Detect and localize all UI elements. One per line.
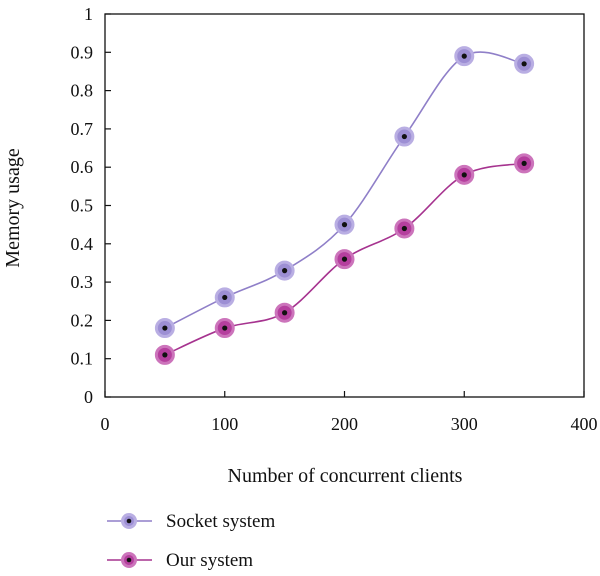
data-point-center-socket-system (222, 294, 228, 301)
data-point-center-our-system (282, 310, 288, 316)
x-tick-label: 400 (571, 414, 598, 434)
y-tick-label: 1 (84, 4, 93, 24)
data-point-center-socket-system (341, 222, 348, 228)
data-point-center-our-system (461, 172, 467, 178)
y-tick-label: 0.5 (71, 196, 94, 216)
y-tick-label: 0.4 (71, 234, 94, 254)
x-tick-label: 200 (331, 414, 358, 434)
legend-item-socket-system: Socket system (107, 511, 275, 532)
legend-item-our-system: Our system (107, 550, 253, 571)
y-axis-title: Memory usage (2, 148, 24, 268)
series-line-socket-system (164, 51, 525, 329)
x-tick-label: 300 (451, 414, 478, 434)
y-tick-label: 0 (84, 387, 93, 407)
y-tick-label: 0.2 (71, 310, 94, 330)
series-our-system (154, 153, 535, 365)
x-tick-label: 100 (211, 414, 238, 434)
y-tick-label: 0.3 (71, 272, 94, 292)
x-axis-ticks: 0 100 200 300 400 (101, 391, 598, 434)
legend-label-socket-system: Socket system (166, 511, 275, 532)
legend-marker-dot-socket-system (126, 518, 132, 524)
data-point-center-socket-system (461, 53, 467, 59)
data-point-center-socket-system (521, 61, 527, 67)
y-tick-label: 0.9 (71, 42, 94, 62)
data-point-center-our-system (521, 160, 527, 166)
data-point-center-socket-system (282, 268, 288, 274)
legend-marker-dot-our-system (126, 557, 132, 563)
data-point-center-our-system (162, 352, 168, 358)
y-axis-ticks: 0 0.1 0.2 0.3 0.4 0.5 0.6 0.7 0.8 0.9 1 (71, 4, 111, 407)
data-point-center-our-system (341, 256, 348, 262)
series-layer (154, 46, 535, 365)
x-axis-title: Number of concurrent clients (228, 465, 463, 487)
plot-frame (104, 13, 585, 398)
data-point-center-our-system (222, 325, 228, 331)
legend-label-our-system: Our system (166, 550, 253, 571)
y-tick-label: 0.8 (71, 81, 94, 101)
y-tick-label: 0.6 (71, 157, 94, 177)
y-tick-label: 0.1 (71, 349, 94, 369)
x-tick-label: 0 (101, 414, 110, 434)
axes (104, 13, 585, 398)
data-point-center-socket-system (162, 325, 168, 331)
series-socket-system (154, 46, 535, 339)
legend: Socket system Our system (107, 511, 275, 571)
y-tick-label: 0.7 (71, 119, 94, 139)
data-point-center-our-system (401, 225, 407, 232)
data-point-center-socket-system (401, 133, 407, 140)
